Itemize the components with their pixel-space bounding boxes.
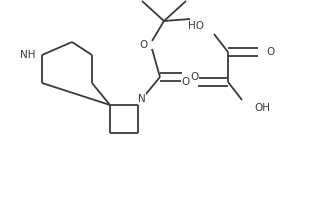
Text: O: O [190, 72, 198, 82]
Text: OH: OH [254, 103, 270, 113]
Text: O: O [266, 47, 274, 57]
Text: N: N [138, 94, 146, 104]
Text: O: O [140, 40, 148, 50]
Text: HO: HO [188, 21, 204, 31]
Text: NH: NH [20, 50, 36, 60]
Text: O: O [182, 77, 190, 87]
